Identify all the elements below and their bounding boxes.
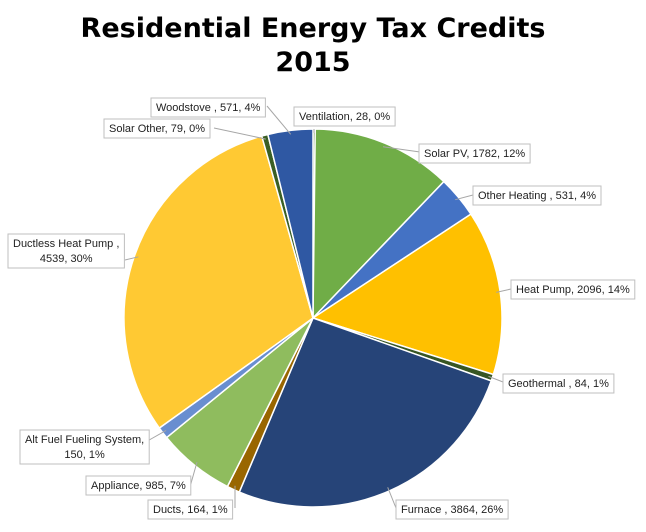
data-label-heat-pump: Heat Pump, 2096, 14%	[516, 284, 630, 296]
data-label-box	[19, 429, 150, 465]
data-label-other-heating: Other Heating , 531, 4%	[478, 190, 596, 202]
data-label-box	[510, 279, 636, 300]
leader-line	[266, 105, 292, 135]
data-label-solar-pv: Solar PV, 1782, 12%	[424, 148, 525, 160]
leader-line	[190, 461, 198, 485]
data-label-box	[150, 97, 266, 118]
data-label-woodstove: Woodstove , 571, 4%	[156, 102, 261, 114]
data-label-box	[103, 118, 211, 139]
leader-line	[488, 375, 504, 383]
data-label-box	[85, 475, 192, 496]
leader-line	[213, 127, 266, 140]
chart-title: Residential Energy Tax Credits 2015	[0, 12, 626, 80]
data-label-box	[418, 143, 531, 164]
data-label-box	[7, 233, 125, 269]
data-label-furnace: Furnace , 3864, 26%	[401, 504, 503, 516]
leader-line	[496, 288, 512, 293]
pie-slices	[123, 128, 503, 508]
data-label-solar-other: Solar Other, 79, 0%	[109, 123, 205, 135]
pie-slice-woodstove	[266, 128, 314, 319]
leader-lines	[124, 105, 512, 509]
data-label-box	[502, 373, 615, 394]
data-label-alt-fuel-fueling-system: Alt Fuel Fueling System, 150, 1%	[25, 434, 144, 461]
data-label-appliance: Appliance, 985, 7%	[91, 480, 186, 492]
chart-title-year: 2015	[275, 47, 351, 78]
data-label-ducts: Ducts, 164, 1%	[153, 504, 228, 516]
data-label-ventilation: Ventilation, 28, 0%	[299, 111, 390, 123]
chart-title-main: Residential Energy Tax Credits	[80, 13, 546, 44]
data-label-box	[293, 106, 396, 127]
leader-line	[148, 429, 167, 441]
data-label-box	[147, 499, 234, 520]
leader-line	[382, 146, 421, 153]
pie-slice-solar-pv	[312, 128, 445, 320]
leader-line	[455, 194, 474, 201]
data-label-box	[395, 499, 509, 520]
data-label-box	[472, 185, 602, 206]
leader-line	[387, 487, 397, 509]
pie-slice-ductless-heat-pump	[123, 135, 314, 430]
leader-line	[124, 256, 139, 261]
data-label-ductless-heat-pump: Ductless Heat Pump , 4539, 30%	[13, 238, 119, 265]
data-label-geothermal: Geothermal , 84, 1%	[508, 378, 609, 390]
data-labels: Ventilation, 28, 0% Solar PV, 1782, 12% Ot…	[7, 97, 636, 520]
